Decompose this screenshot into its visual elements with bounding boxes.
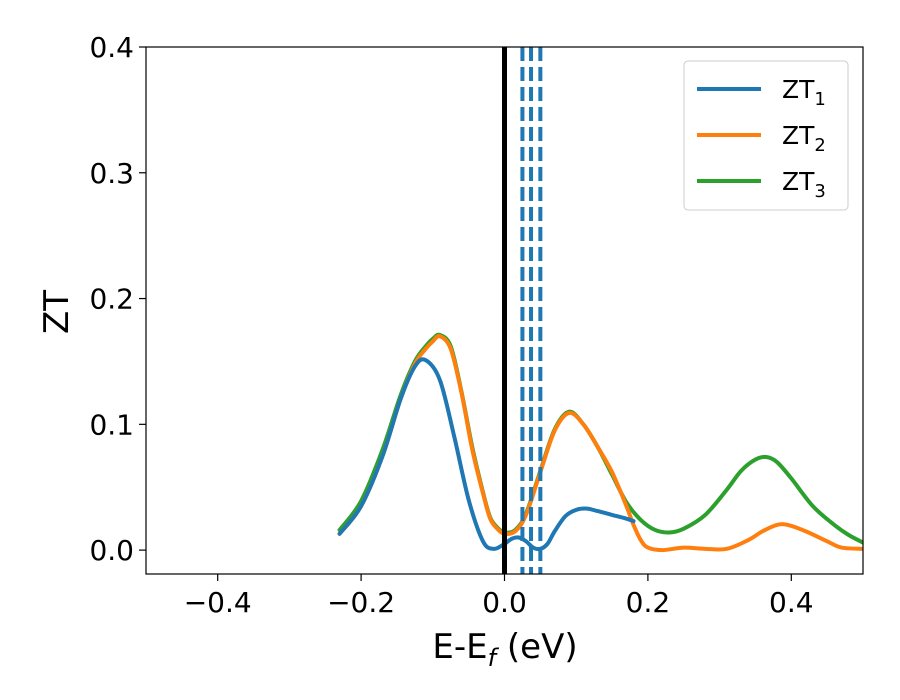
x-tick-label: 0.4 xyxy=(769,586,814,619)
legend-label-3: ZT3 xyxy=(782,167,826,202)
series-line-2 xyxy=(337,334,863,553)
y-axis-title: ZT xyxy=(37,290,77,334)
x-tick-label: 0.2 xyxy=(626,586,671,619)
legend-label-main: ZT xyxy=(782,121,815,150)
legend-label-subscript: 1 xyxy=(814,89,825,110)
legend-label-1: ZT1 xyxy=(782,75,826,110)
x-ticks: −0.4 −0.2 0.0 0.2 0.4 xyxy=(184,574,814,619)
legend-label-2: ZT2 xyxy=(782,121,826,156)
x-axis-title-main: E-E xyxy=(432,627,487,667)
x-axis-title-unit: (eV) xyxy=(496,627,578,667)
vertical-lines-layer xyxy=(502,47,543,574)
x-tick-label: 0.0 xyxy=(482,586,527,619)
legend-box xyxy=(683,60,849,211)
y-tick-label: 0.1 xyxy=(89,408,134,441)
legend-label-subscript: 2 xyxy=(814,135,825,156)
legend-label-main: ZT xyxy=(782,75,815,104)
x-axis-title: E-Ef (eV) xyxy=(432,627,577,672)
x-tick-label: −0.2 xyxy=(327,586,395,619)
y-tick-label: 0.4 xyxy=(89,31,134,64)
y-ticks: 0.0 0.1 0.2 0.3 0.4 xyxy=(89,31,146,567)
legend-label-main: ZT xyxy=(782,167,815,196)
y-tick-label: 0.2 xyxy=(89,283,134,316)
series-line-1 xyxy=(337,357,636,552)
y-tick-label: 0.3 xyxy=(89,157,134,190)
legend-label-subscript: 3 xyxy=(814,181,825,202)
y-tick-label: 0.0 xyxy=(89,534,134,567)
x-tick-label: −0.4 xyxy=(184,586,252,619)
series-layer xyxy=(337,332,863,553)
